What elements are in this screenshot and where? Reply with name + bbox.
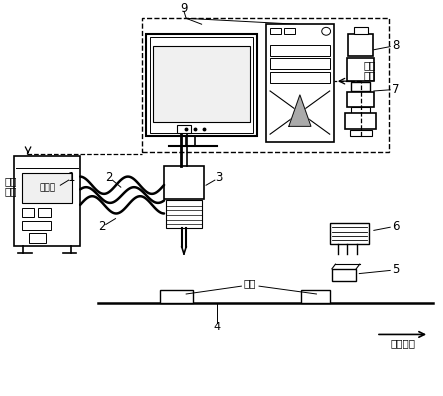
- Circle shape: [322, 27, 330, 35]
- Bar: [164, 166, 204, 199]
- Text: 产品: 产品: [244, 278, 256, 288]
- Text: 运动方向: 运动方向: [390, 338, 415, 348]
- Bar: [266, 24, 334, 142]
- Bar: [345, 113, 376, 129]
- Bar: [177, 125, 191, 133]
- Bar: [270, 58, 330, 69]
- Text: 1: 1: [68, 171, 75, 184]
- Bar: [270, 72, 330, 83]
- Text: 8: 8: [392, 39, 400, 52]
- Bar: [347, 92, 374, 107]
- Bar: [147, 34, 257, 136]
- Bar: [284, 28, 295, 34]
- Text: 2: 2: [98, 220, 106, 233]
- Bar: [351, 107, 370, 112]
- Bar: [38, 208, 51, 217]
- Bar: [153, 46, 250, 122]
- Text: 传输: 传输: [363, 70, 376, 80]
- Bar: [150, 37, 253, 133]
- Text: 7: 7: [392, 82, 400, 95]
- Bar: [348, 34, 373, 55]
- Bar: [270, 28, 281, 34]
- Bar: [14, 156, 80, 246]
- Text: 2: 2: [105, 171, 113, 184]
- Text: 质检: 质检: [4, 176, 17, 186]
- Bar: [29, 233, 46, 243]
- Bar: [351, 82, 370, 91]
- Text: 9: 9: [180, 2, 188, 15]
- Text: 图像: 图像: [363, 61, 376, 70]
- Text: 5: 5: [392, 263, 400, 276]
- Bar: [354, 27, 368, 34]
- Bar: [166, 200, 202, 228]
- Bar: [301, 290, 330, 303]
- Bar: [332, 269, 356, 282]
- Bar: [347, 58, 374, 81]
- Bar: [330, 223, 369, 244]
- Bar: [350, 130, 372, 136]
- Bar: [142, 18, 389, 152]
- Bar: [22, 173, 72, 203]
- Text: 4: 4: [214, 322, 221, 331]
- Bar: [22, 208, 34, 217]
- Text: 6: 6: [392, 220, 400, 233]
- Bar: [22, 221, 51, 230]
- Text: 3: 3: [216, 171, 223, 184]
- Bar: [270, 45, 330, 55]
- Polygon shape: [289, 95, 311, 126]
- Text: 触摸屏: 触摸屏: [39, 184, 55, 193]
- Bar: [159, 290, 193, 303]
- Text: 结果: 结果: [4, 186, 17, 196]
